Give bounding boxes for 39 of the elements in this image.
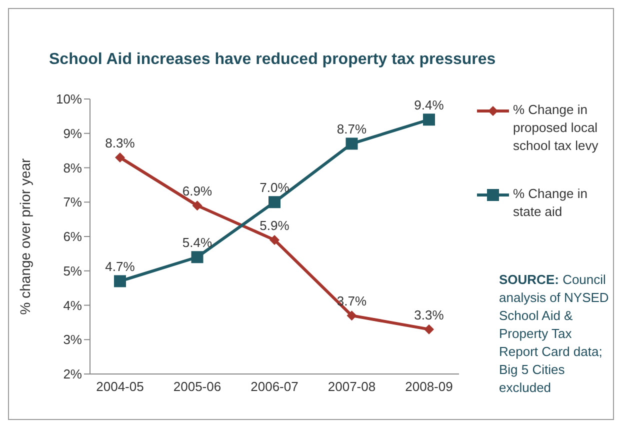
data-label: 6.9% (182, 184, 212, 199)
point (192, 200, 202, 211)
y-axis-title: % change over prior year (16, 158, 33, 315)
x-tick-label: 2004-05 (96, 379, 144, 394)
data-label: 3.3% (414, 307, 444, 322)
x-tick-label: 2006-07 (250, 379, 298, 394)
x-tick-label: 2007-08 (328, 379, 376, 394)
y-tick-label: 9% (63, 126, 82, 141)
data-label: 9.4% (414, 98, 444, 113)
point (115, 152, 125, 162)
point (191, 251, 204, 264)
point (346, 138, 358, 150)
y-tick-label: 7% (63, 194, 82, 210)
data-label: 4.7% (105, 259, 136, 274)
point (346, 310, 357, 321)
chart-title: School Aid increases have reduced property tax pressures (49, 51, 496, 69)
data-label: 7.0% (260, 180, 290, 196)
point (423, 114, 435, 126)
x-tick-label: 2008-09 (405, 379, 453, 394)
data-label: 5.4% (182, 235, 212, 250)
legend-label: % Change in state aid (513, 185, 588, 221)
y-tick-label: 5% (63, 263, 82, 278)
y-tick-label: 6% (63, 229, 82, 244)
y-tick-label: 3% (63, 332, 82, 348)
point (424, 324, 434, 334)
data-label: 5.9% (260, 218, 290, 233)
legend-label: % Change in proposed local school tax levy (513, 101, 600, 155)
data-label: 3.7% (336, 294, 367, 309)
point (270, 234, 280, 245)
point (268, 196, 280, 208)
x-tick-label: 2005-06 (173, 379, 222, 394)
y-tick-label: 8% (63, 160, 82, 176)
data-label: 8.3% (105, 135, 136, 150)
source-note: SOURCE: Council analysis of NYSED School Aid & Property Tax Report Card data; Big 5 Cities excluded (499, 271, 610, 397)
y-tick-label: 10% (56, 92, 82, 107)
point (114, 275, 126, 288)
y-tick-label: 4% (63, 298, 82, 313)
y-tick-label: 2% (63, 366, 82, 382)
data-label: 8.7% (336, 122, 367, 137)
